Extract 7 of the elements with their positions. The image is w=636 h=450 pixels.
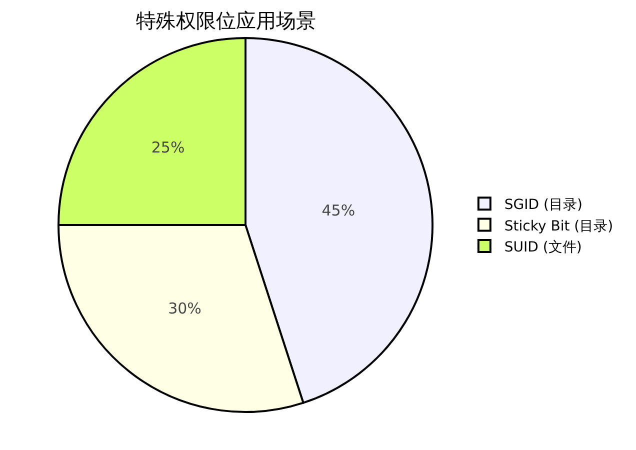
data-label: 45%	[322, 201, 356, 220]
chart-title: 特殊权限位应用场景	[136, 8, 316, 32]
data-label: 30%	[168, 300, 202, 318]
legend-label: SGID (目录)	[504, 197, 582, 214]
data-label: 25%	[151, 138, 185, 157]
legend-label: Sticky Bit (目录)	[504, 218, 614, 234]
legend-label: SUID (文件)	[504, 239, 582, 256]
